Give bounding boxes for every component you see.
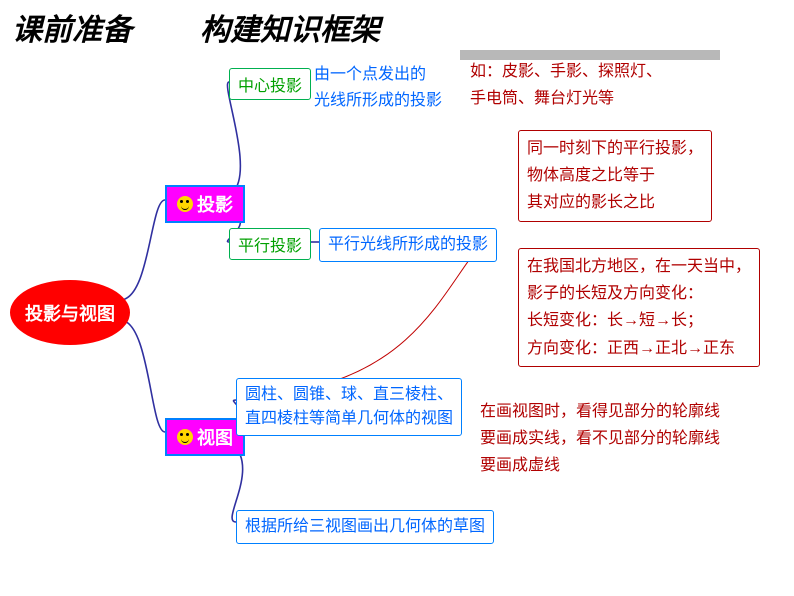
- leaf-a2s-label: 平行光线所形成的投影: [328, 236, 488, 253]
- root-node: 投影与视图: [10, 280, 130, 345]
- leaf-solids-view: 圆柱、圆锥、球、直三棱柱、直四棱柱等简单几何体的视图: [236, 378, 462, 436]
- leaf-a1-label: 中心投影: [238, 78, 302, 95]
- note-central-examples: 如：皮影、手影、探照灯、手电筒、舞台灯光等: [470, 58, 662, 112]
- leaf-b2-label: 根据所给三视图画出几何体的草图: [245, 518, 485, 535]
- leaf-a2-label: 平行投影: [238, 238, 302, 255]
- root-label: 投影与视图: [25, 300, 115, 326]
- note-a2b-label: 在我国北方地区，在一天当中，影子的长短及方向变化：长短变化：长→短→长；方向变化…: [527, 258, 751, 357]
- note-a1b-label: 如：皮影、手影、探照灯、手电筒、舞台灯光等: [470, 63, 662, 107]
- branch-view-label: 视图: [197, 424, 233, 450]
- note-central-desc: 由一个点发出的光线所形成的投影: [314, 62, 442, 113]
- branch-projection-label: 投影: [197, 191, 233, 217]
- leaf-sketch-from-views: 根据所给三视图画出几何体的草图: [236, 510, 494, 544]
- note-a1-label: 由一个点发出的光线所形成的投影: [314, 66, 442, 109]
- note-north-shadow: 在我国北方地区，在一天当中，影子的长短及方向变化：长短变化：长→短→长；方向变化…: [518, 248, 760, 367]
- branch-projection: 投影: [165, 185, 245, 223]
- leaf-parallel-projection: 平行投影: [229, 228, 311, 260]
- title-1: 课前准备: [12, 5, 132, 49]
- note-a2a-label: 同一时刻下的平行投影，物体高度之比等于其对应的影长之比: [527, 140, 703, 211]
- leaf-b1-label: 圆柱、圆锥、球、直三棱柱、直四棱柱等简单几何体的视图: [245, 386, 453, 427]
- branch-view: 视图: [165, 418, 245, 456]
- note-view-lines: 在画视图时，看得见部分的轮廓线要画成实线，看不见部分的轮廓线要画成虚线: [480, 398, 720, 480]
- smiley-icon: [177, 196, 193, 212]
- leaf-central-projection: 中心投影: [229, 68, 311, 100]
- title-2: 构建知识框架: [200, 5, 380, 49]
- note-b1-label: 在画视图时，看得见部分的轮廓线要画成实线，看不见部分的轮廓线要画成虚线: [480, 403, 720, 474]
- leaf-parallel-projection-sub: 平行光线所形成的投影: [319, 228, 497, 262]
- smiley-icon: [177, 429, 193, 445]
- note-parallel-ratio: 同一时刻下的平行投影，物体高度之比等于其对应的影长之比: [518, 130, 712, 222]
